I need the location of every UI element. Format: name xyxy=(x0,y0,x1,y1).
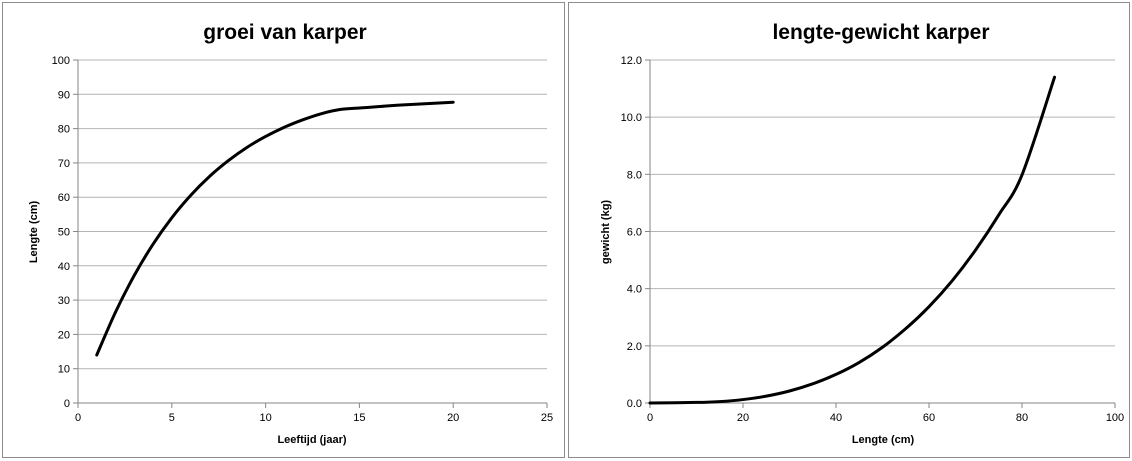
x-tick-label: 80 xyxy=(1016,412,1028,424)
chart-groei-svg: groei van karper Leeftijd (jaar) Lengte … xyxy=(28,21,553,446)
x-tick-label: 100 xyxy=(1106,412,1124,424)
y-tick-label: 0.0 xyxy=(627,398,642,410)
y-tick-label: 100 xyxy=(52,55,70,67)
y-tick-label: 50 xyxy=(58,227,70,239)
y-tick-label: 12.0 xyxy=(621,55,642,67)
y-axis-title: gewicht (kg) xyxy=(600,200,612,265)
y-tick-label: 10.0 xyxy=(621,112,642,124)
x-tick-label: 0 xyxy=(75,412,81,424)
y-tick-label: 90 xyxy=(58,89,70,101)
y-tick-label: 8.0 xyxy=(627,169,642,181)
chart-title: groei van karper xyxy=(203,21,366,44)
x-tick-label: 0 xyxy=(647,412,653,424)
y-tick-label: 70 xyxy=(58,158,70,170)
x-tick-label: 25 xyxy=(541,412,553,424)
x-tick-label: 60 xyxy=(923,412,935,424)
y-tick-label: 40 xyxy=(58,261,70,273)
y-tick-label: 4.0 xyxy=(627,284,642,296)
x-tick-label: 10 xyxy=(259,412,271,424)
y-tick-label: 10 xyxy=(58,364,70,376)
series-line xyxy=(648,75,1057,405)
chart-panel-lengte-gewicht: lengte-gewicht karper Lengte (cm) gewich… xyxy=(568,2,1130,458)
y-axis-title: Lengte (cm) xyxy=(28,200,40,263)
y-tick-label: 2.0 xyxy=(627,341,642,353)
series-line xyxy=(95,100,455,357)
y-tick-label: 0 xyxy=(64,398,70,410)
x-tick-label: 20 xyxy=(737,412,749,424)
y-tick-label: 6.0 xyxy=(627,227,642,239)
chart-lengte-gewicht-svg: lengte-gewicht karper Lengte (cm) gewich… xyxy=(600,21,1124,446)
x-axis-title: Lengte (cm) xyxy=(852,434,915,446)
x-axis-title: Leeftijd (jaar) xyxy=(277,434,346,446)
chart-title: lengte-gewicht karper xyxy=(772,21,989,44)
x-tick-label: 20 xyxy=(447,412,459,424)
x-tick-label: 15 xyxy=(353,412,365,424)
x-tick-label: 5 xyxy=(169,412,175,424)
y-tick-label: 20 xyxy=(58,329,70,341)
y-tick-label: 60 xyxy=(58,192,70,204)
chart-panel-groei: groei van karper Leeftijd (jaar) Lengte … xyxy=(2,2,565,458)
x-tick-label: 40 xyxy=(830,412,842,424)
y-tick-label: 80 xyxy=(58,124,70,136)
y-tick-label: 30 xyxy=(58,295,70,307)
